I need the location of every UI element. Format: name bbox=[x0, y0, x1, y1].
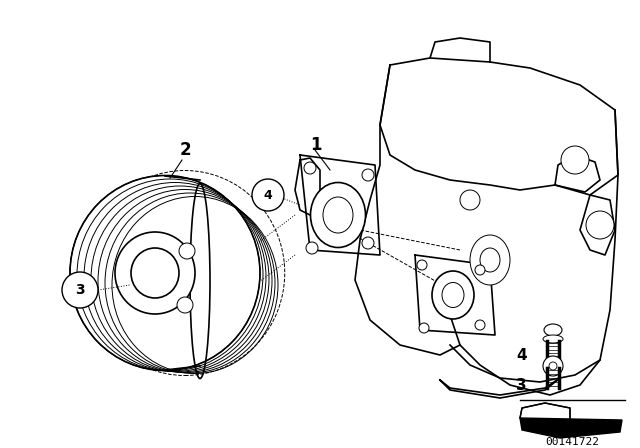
Circle shape bbox=[362, 169, 374, 181]
Ellipse shape bbox=[70, 176, 260, 370]
Circle shape bbox=[475, 320, 485, 330]
Circle shape bbox=[475, 265, 485, 275]
Ellipse shape bbox=[323, 197, 353, 233]
Circle shape bbox=[549, 362, 557, 370]
Ellipse shape bbox=[310, 182, 365, 247]
Text: 3: 3 bbox=[75, 283, 85, 297]
Circle shape bbox=[586, 211, 614, 239]
Circle shape bbox=[177, 297, 193, 313]
Circle shape bbox=[306, 242, 318, 254]
Circle shape bbox=[419, 323, 429, 333]
Circle shape bbox=[543, 356, 563, 376]
Text: 3: 3 bbox=[516, 378, 527, 392]
Polygon shape bbox=[520, 418, 622, 438]
Circle shape bbox=[417, 260, 427, 270]
Ellipse shape bbox=[131, 248, 179, 298]
Ellipse shape bbox=[480, 248, 500, 272]
Text: 1: 1 bbox=[310, 136, 321, 154]
Ellipse shape bbox=[544, 324, 562, 336]
Text: 4: 4 bbox=[264, 189, 273, 202]
Circle shape bbox=[561, 146, 589, 174]
Ellipse shape bbox=[442, 283, 464, 307]
Circle shape bbox=[362, 237, 374, 249]
Ellipse shape bbox=[470, 235, 510, 285]
Circle shape bbox=[304, 162, 316, 174]
Circle shape bbox=[179, 243, 195, 259]
Text: 00141722: 00141722 bbox=[545, 437, 599, 447]
Ellipse shape bbox=[543, 335, 563, 343]
Ellipse shape bbox=[432, 271, 474, 319]
Text: 4: 4 bbox=[516, 348, 527, 362]
Ellipse shape bbox=[115, 232, 195, 314]
Text: 2: 2 bbox=[179, 141, 191, 159]
Circle shape bbox=[252, 179, 284, 211]
Polygon shape bbox=[520, 403, 570, 418]
Circle shape bbox=[460, 190, 480, 210]
Circle shape bbox=[62, 272, 98, 308]
